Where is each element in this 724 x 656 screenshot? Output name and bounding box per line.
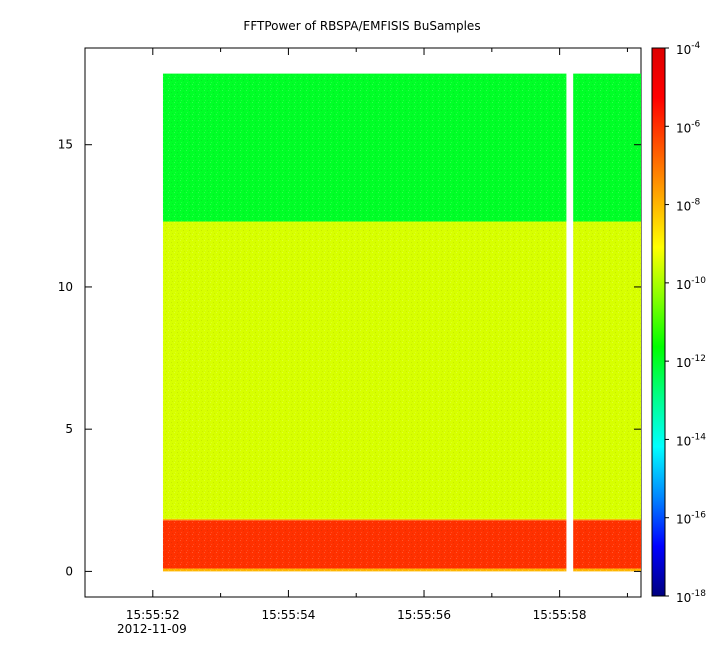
y-tick-label: 0: [65, 564, 73, 578]
spectrogram-band-texture: [162, 520, 641, 569]
x-tick-label: 15:55:56: [397, 608, 451, 622]
data-gaps: [566, 72, 574, 573]
colorbar-tick-label: 10-12: [676, 354, 706, 370]
colorbar-tick-label: 10-16: [676, 511, 706, 527]
spectrogram-bands: [162, 73, 641, 572]
spectrogram-band-texture: [162, 221, 641, 519]
colorbar: [651, 47, 666, 597]
x-axis: 15:55:52 15:55:54 15:55:56 15:55:58: [126, 48, 628, 622]
colorbar-tick-label: 10-8: [676, 198, 701, 214]
y-tick-label: 15: [58, 138, 73, 152]
colorbar-axis: 10-4 10-6 10-8 10-10 10-12 10-14 10-16 10-18: [665, 41, 706, 605]
x-tick-label: 15:55:54: [261, 608, 315, 622]
colorbar-tick-label: 10-6: [676, 119, 701, 135]
y-tick-label: 5: [65, 422, 73, 436]
colorbar-tick-label: 10-4: [676, 41, 701, 57]
colorbar-tick-label: 10-14: [676, 432, 706, 448]
spectrogram-band-texture: [162, 518, 641, 521]
x-tick-label: 15:55:52: [126, 608, 180, 622]
colorbar-tick-label: 10-10: [676, 276, 706, 292]
x-date-label: 2012-11-09: [117, 622, 187, 636]
chart-title: FFTPower of RBSPA/EMFISIS BuSamples: [243, 19, 480, 33]
y-tick-label: 10: [58, 280, 73, 294]
colorbar-tick-label: 10-18: [676, 589, 706, 605]
y-axis: 0 5 10 15: [58, 138, 641, 578]
spectrogram-band-texture: [162, 568, 641, 572]
x-tick-label: 15:55:58: [533, 608, 587, 622]
spectrogram-band-texture: [162, 73, 641, 222]
data-gap: [566, 72, 574, 573]
